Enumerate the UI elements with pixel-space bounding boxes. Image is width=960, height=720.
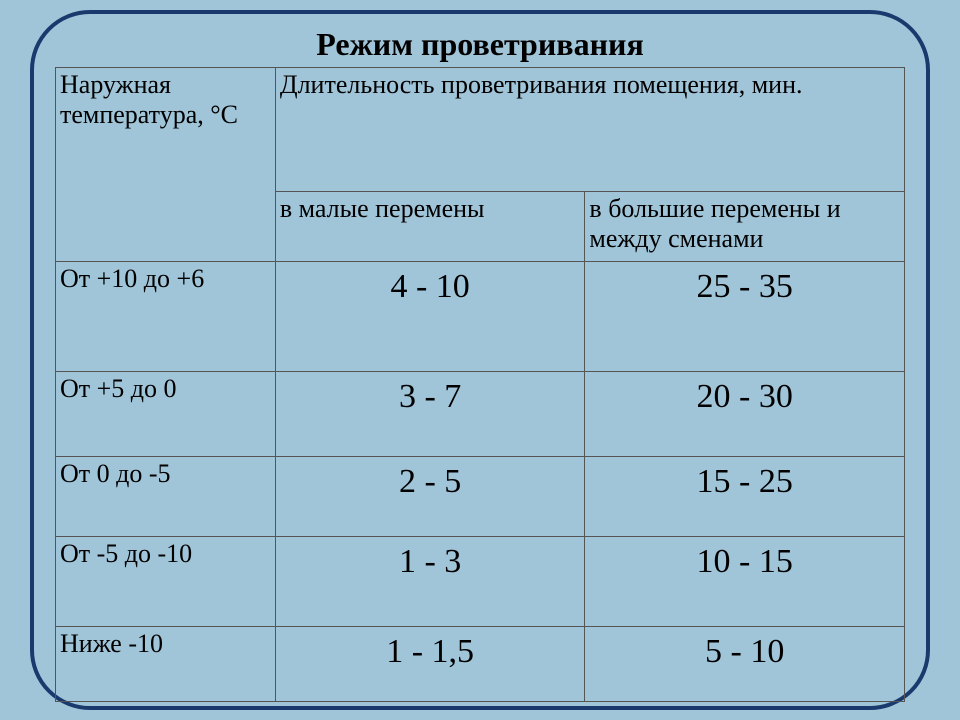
temp-range: От +5 до 0 — [56, 372, 276, 457]
table-title: Режим проветривания — [55, 26, 905, 63]
temp-range: От 0 до -5 — [56, 457, 276, 537]
large-break-value: 10 - 15 — [585, 537, 905, 627]
large-break-value: 25 - 35 — [585, 262, 905, 372]
content-area: Режим проветривания Наружная температура… — [55, 26, 905, 702]
large-break-value: 15 - 25 — [585, 457, 905, 537]
table-row: Ниже -10 1 - 1,5 5 - 10 — [56, 627, 905, 702]
temp-range: От -5 до -10 — [56, 537, 276, 627]
ventilation-table: Наружная температура, °С Длительность пр… — [55, 67, 905, 702]
table-row: От -5 до -10 1 - 3 10 - 15 — [56, 537, 905, 627]
small-break-value: 4 - 10 — [275, 262, 585, 372]
small-break-value: 1 - 3 — [275, 537, 585, 627]
header-duration: Длительность проветривания помещения, ми… — [275, 68, 904, 192]
small-break-value: 2 - 5 — [275, 457, 585, 537]
header-row-1: Наружная температура, °С Длительность пр… — [56, 68, 905, 192]
small-break-value: 3 - 7 — [275, 372, 585, 457]
header-small-breaks: в малые перемены — [275, 192, 585, 262]
large-break-value: 20 - 30 — [585, 372, 905, 457]
small-break-value: 1 - 1,5 — [275, 627, 585, 702]
table-row: От +5 до 0 3 - 7 20 - 30 — [56, 372, 905, 457]
temp-range: Ниже -10 — [56, 627, 276, 702]
header-temperature: Наружная температура, °С — [56, 68, 276, 262]
table-row: От +10 до +6 4 - 10 25 - 35 — [56, 262, 905, 372]
header-large-breaks: в большие перемены и между сменами — [585, 192, 905, 262]
temp-range: От +10 до +6 — [56, 262, 276, 372]
large-break-value: 5 - 10 — [585, 627, 905, 702]
table-row: От 0 до -5 2 - 5 15 - 25 — [56, 457, 905, 537]
